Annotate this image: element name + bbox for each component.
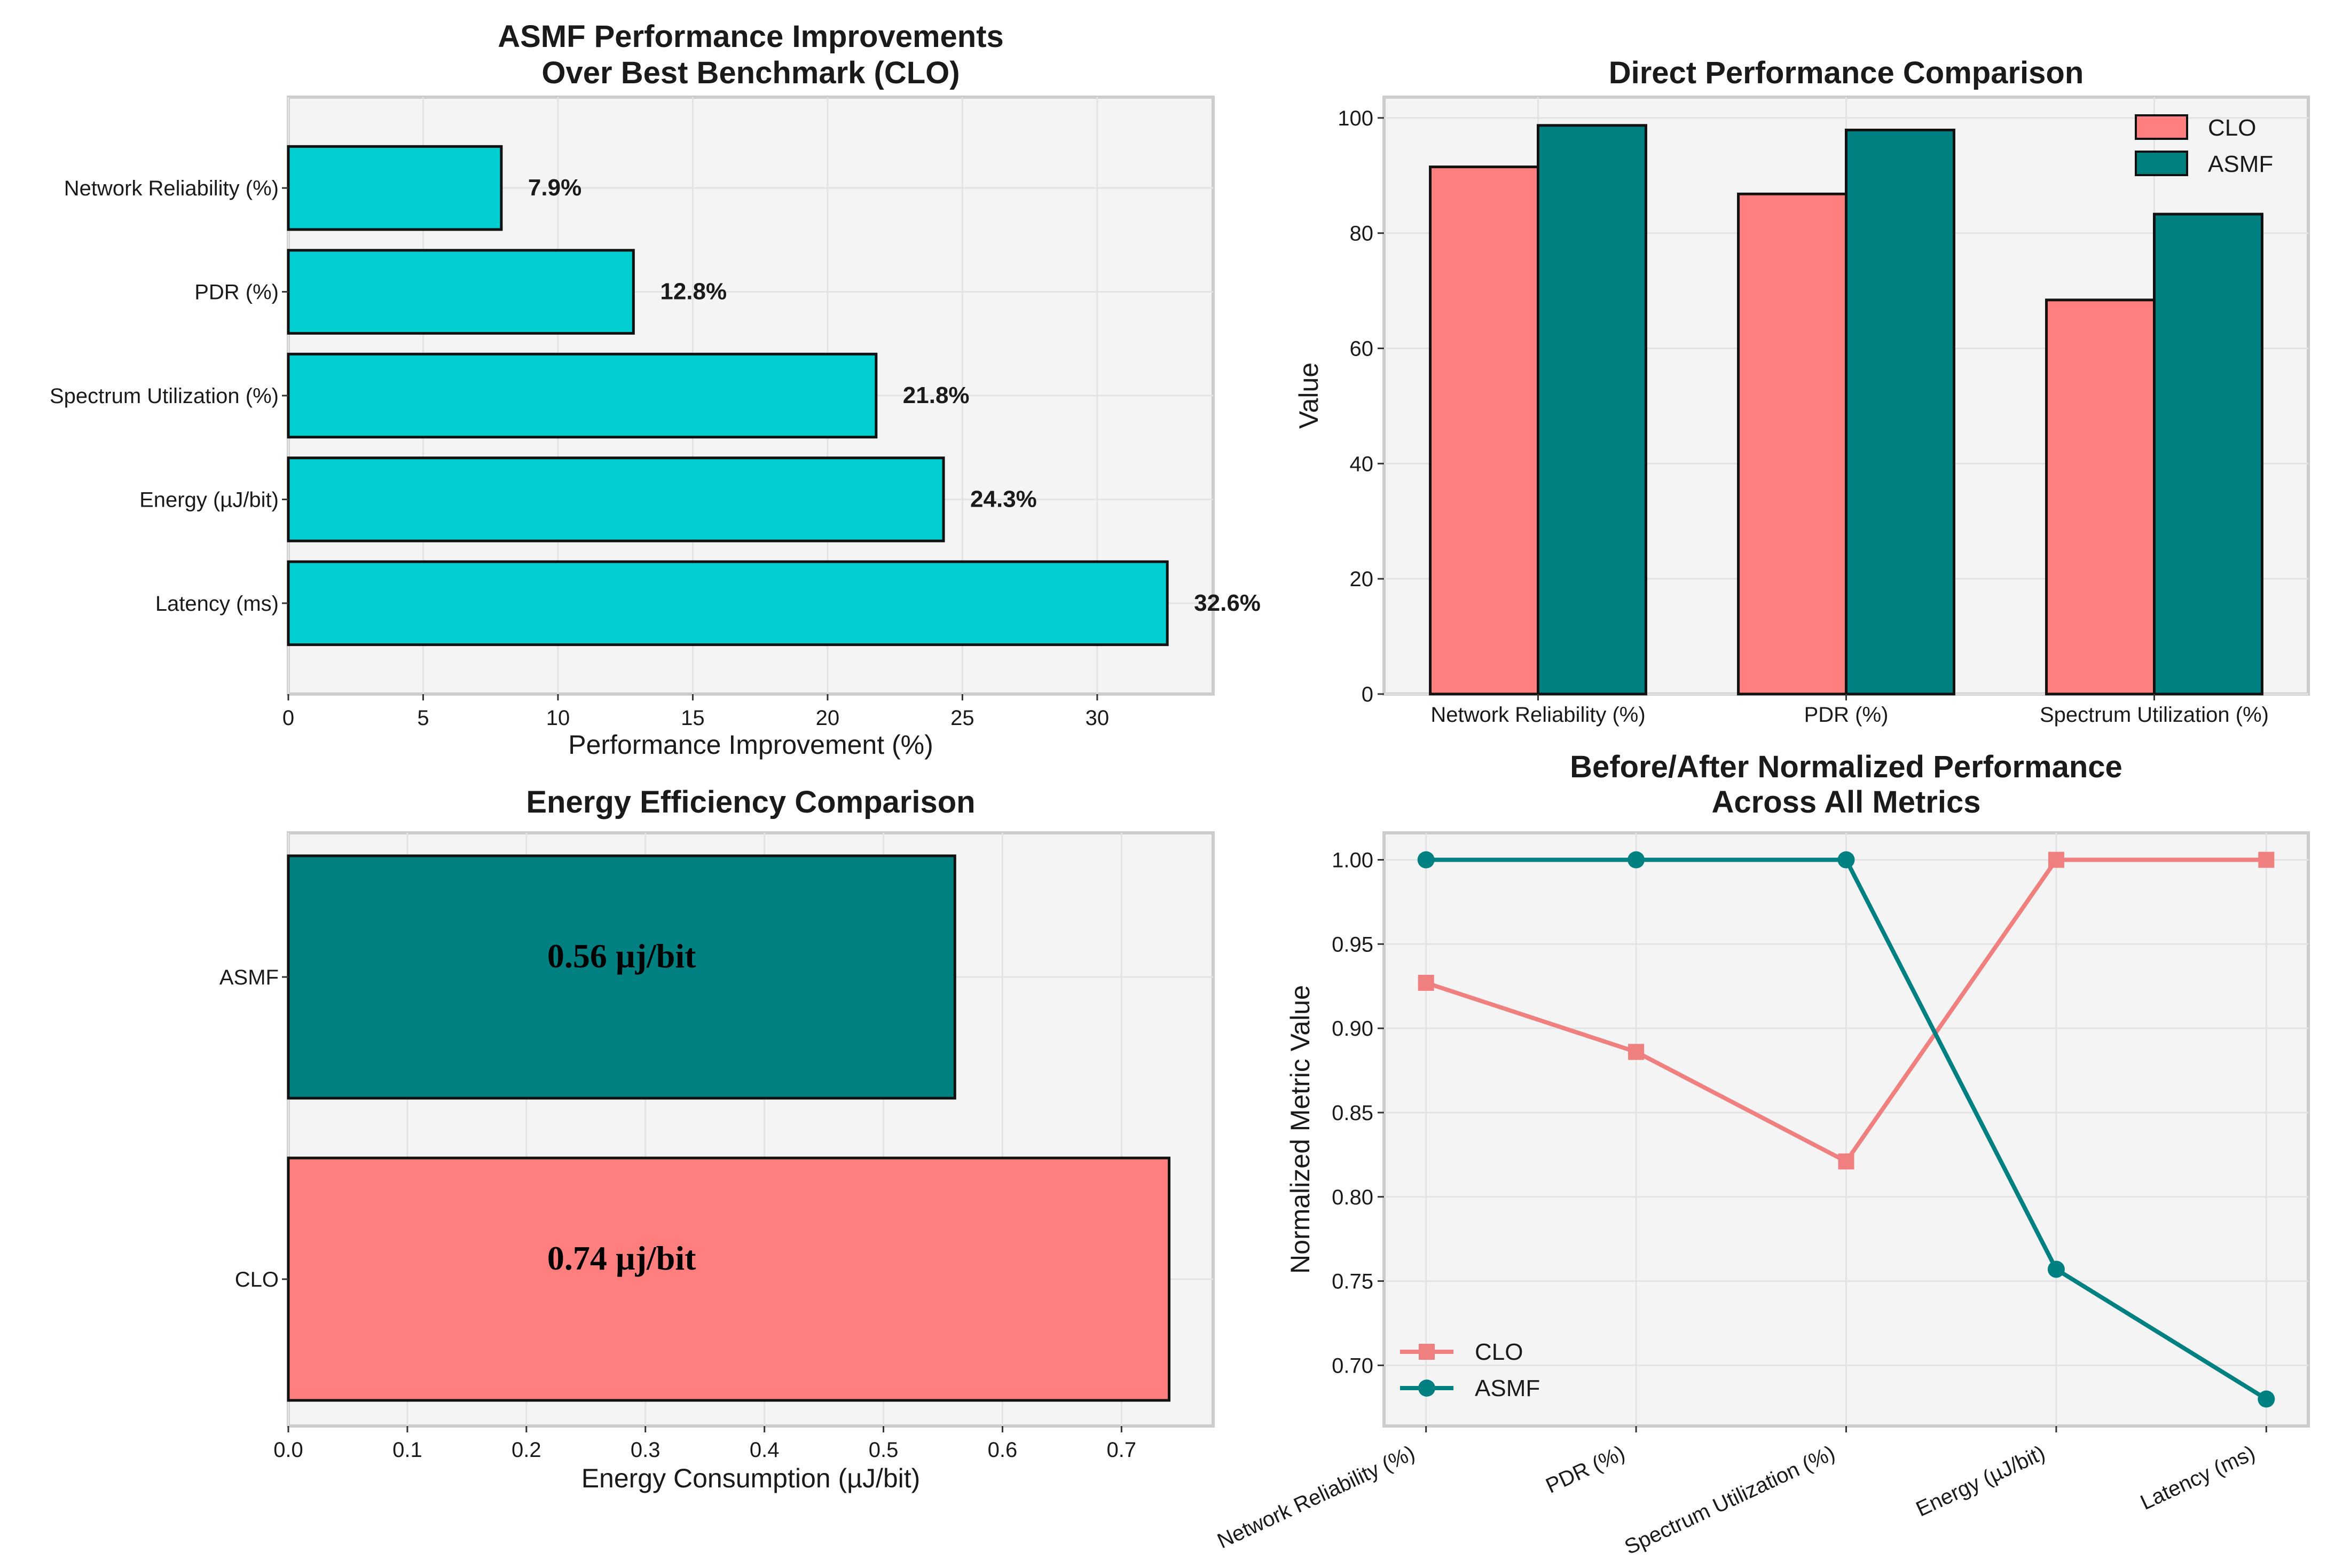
value-label: 24.3% <box>970 486 1037 512</box>
bar <box>287 352 878 439</box>
chart-title: Across All Metrics <box>1712 785 1981 820</box>
y-tick-label: CLO <box>235 1268 279 1291</box>
bar <box>287 249 635 335</box>
data-point <box>1418 974 1434 991</box>
legend-label: ASMF <box>2208 151 2273 177</box>
bar <box>2153 212 2263 696</box>
y-tick-label: 20 <box>1350 568 1374 591</box>
y-tick-label: 0.95 <box>1332 933 1373 956</box>
y-tick-label: 0.90 <box>1332 1017 1373 1041</box>
value-label: 0.74 µj/bit <box>547 1239 696 1277</box>
y-tick-label: 0.80 <box>1332 1186 1373 1209</box>
x-tick-label: 0 <box>282 706 294 730</box>
x-tick-label: Energy (µJ/bit) <box>1913 1441 2049 1521</box>
bar <box>287 854 956 1100</box>
data-point <box>1417 851 1435 869</box>
y-tick-label: 40 <box>1350 452 1374 476</box>
y-axis-label: Value <box>1294 363 1324 429</box>
data-point <box>2258 1390 2275 1408</box>
chart-title: Energy Efficiency Comparison <box>526 785 975 820</box>
x-tick-label: 0.2 <box>512 1438 541 1462</box>
y-tick-label: 100 <box>1338 107 1373 130</box>
legend-label: ASMF <box>1475 1375 1540 1401</box>
y-tick-label: 1.00 <box>1332 849 1373 872</box>
legend-marker <box>1418 1380 1435 1397</box>
improvement-chart: 0 5 10 15 20 25 30 Network Reliability (%) 7.9% P… <box>50 19 1261 760</box>
x-tick-label: Network Reliability (%) <box>1214 1441 1418 1553</box>
legend-marker <box>1419 1344 1435 1360</box>
x-tick-label: Latency (ms) <box>2137 1441 2259 1515</box>
normalized-chart: 0.70 0.75 0.80 0.85 0.90 0.95 1.00 Network Reli… <box>1214 750 2310 1559</box>
x-axis-label: Performance Improvement (%) <box>568 730 933 760</box>
direct-comparison-chart: 0 20 40 60 80 100 Network Reliability (%) PDR (… <box>1294 56 2310 727</box>
x-tick-label: PDR (%) <box>1804 703 1889 727</box>
legend: CLO ASMF <box>1400 1339 1540 1401</box>
data-point <box>1628 851 1645 869</box>
data-point <box>2048 852 2064 868</box>
data-point <box>1837 851 1855 869</box>
x-tick-label: 15 <box>681 706 705 730</box>
x-tick-label: 0.6 <box>988 1438 1018 1462</box>
data-point <box>2047 1260 2065 1278</box>
value-label: 12.8% <box>660 279 727 305</box>
chart-title: Direct Performance Comparison <box>1609 56 2084 90</box>
chart-title: Over Best Benchmark (CLO) <box>541 56 960 90</box>
bar <box>1537 124 1647 696</box>
x-tick-label: 20 <box>816 706 840 730</box>
legend-label: CLO <box>1475 1339 1523 1365</box>
x-tick-label: 5 <box>417 706 429 730</box>
bar <box>1845 129 1955 696</box>
y-tick-label: 0.75 <box>1332 1270 1373 1294</box>
bar <box>1429 166 1540 696</box>
legend-label: CLO <box>2208 115 2256 141</box>
bar <box>287 560 1169 647</box>
x-tick-label: 25 <box>950 706 974 730</box>
x-tick-label: 0.7 <box>1107 1438 1137 1462</box>
energy-chart: 0.0 0.1 0.2 0.3 0.4 0.5 0.6 0.7 ASMF 0.56 µj/bit C… <box>219 785 1215 1493</box>
data-point <box>2258 852 2275 868</box>
y-tick-label: 80 <box>1350 222 1374 246</box>
bar <box>1737 192 1848 696</box>
y-tick-label: Energy (µJ/bit) <box>139 488 279 511</box>
x-tick-label: 10 <box>546 706 570 730</box>
y-tick-label: 0.85 <box>1332 1101 1373 1125</box>
y-tick-label: Network Reliability (%) <box>64 177 279 200</box>
y-tick-label: 60 <box>1350 337 1374 361</box>
value-label: 21.8% <box>903 382 970 408</box>
y-tick-label: ASMF <box>219 966 279 989</box>
x-tick-label: Network Reliability (%) <box>1430 703 1645 727</box>
x-tick-label: 0.5 <box>869 1438 899 1462</box>
y-axis-label: Normalized Metric Value <box>1285 985 1315 1274</box>
x-tick-label: 0.0 <box>273 1438 303 1462</box>
y-tick-label: Latency (ms) <box>155 592 279 616</box>
bar <box>287 145 503 231</box>
legend-swatch <box>2135 114 2188 140</box>
x-tick-label: 30 <box>1086 706 1110 730</box>
x-tick-label: Spectrum Utilization (%) <box>1621 1441 1838 1559</box>
x-tick-label: 0.1 <box>392 1438 422 1462</box>
chart-title: ASMF Performance Improvements <box>498 19 1004 54</box>
legend-swatch <box>2135 151 2188 176</box>
bar <box>287 456 945 542</box>
data-point <box>1628 1044 1645 1060</box>
x-tick-label: Spectrum Utilization (%) <box>2040 703 2269 727</box>
data-point <box>1838 1153 1854 1170</box>
y-tick-label: 0.70 <box>1332 1354 1373 1377</box>
chart-title: Before/After Normalized Performance <box>1570 750 2122 784</box>
bar <box>287 1156 1171 1402</box>
y-tick-label: Spectrum Utilization (%) <box>50 384 279 408</box>
legend: CLO ASMF <box>2135 114 2273 177</box>
y-tick-label: PDR (%) <box>194 281 279 304</box>
x-tick-label: 0.4 <box>750 1438 780 1462</box>
value-label: 32.6% <box>1194 590 1261 616</box>
value-label: 0.56 µj/bit <box>547 937 696 975</box>
bar <box>2045 298 2156 696</box>
value-label: 7.9% <box>528 175 581 201</box>
x-tick-label: 0.3 <box>631 1438 661 1462</box>
x-tick-label: PDR (%) <box>1542 1441 1629 1498</box>
y-tick-label: 0 <box>1362 683 1373 706</box>
x-axis-label: Energy Consumption (µJ/bit) <box>581 1463 921 1493</box>
